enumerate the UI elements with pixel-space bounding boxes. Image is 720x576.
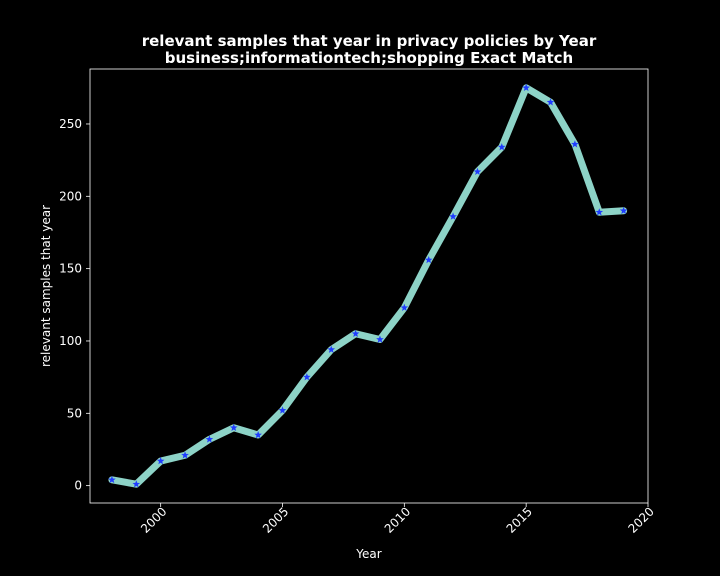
x-tick-label: 2015	[504, 504, 535, 535]
data-point-marker	[473, 167, 482, 175]
data-point-marker	[351, 329, 360, 337]
y-tick-label: 250	[59, 117, 82, 131]
x-tick-label: 2005	[260, 504, 291, 535]
y-axis-label: relevant samples that year	[39, 205, 53, 367]
data-point-marker	[522, 83, 530, 92]
data-point-marker	[376, 335, 384, 343]
y-tick-label: 0	[74, 479, 82, 493]
data-point-marker	[108, 475, 116, 484]
y-tick-label: 150	[59, 262, 82, 276]
y-tick-label: 100	[59, 334, 82, 348]
data-point-marker	[303, 373, 311, 381]
plot-frame	[89, 68, 649, 504]
y-tick-label: 50	[67, 406, 82, 420]
data-point-marker	[327, 345, 336, 353]
x-tick-label: 2010	[382, 504, 413, 535]
plot-area	[108, 83, 628, 488]
data-point-marker	[400, 303, 409, 311]
x-tick-label: 2000	[138, 504, 169, 535]
data-point-marker	[571, 140, 579, 148]
data-point-marker	[156, 457, 165, 465]
data-point-marker	[619, 206, 628, 215]
x-tick-label: 2020	[625, 504, 656, 535]
data-point-marker	[229, 423, 238, 432]
data-point-marker	[278, 406, 287, 414]
chart-subtitle: business;informationtech;shopping Exact …	[165, 49, 574, 67]
series-line	[108, 84, 628, 488]
y-tick-label: 200	[59, 189, 82, 203]
data-point-marker	[546, 98, 555, 106]
chart-title: relevant samples that year in privacy po…	[142, 32, 597, 50]
data-point-marker	[254, 431, 262, 439]
data-point-marker	[424, 255, 433, 264]
data-point-marker	[132, 480, 141, 488]
data-point-marker	[181, 451, 189, 459]
data-point-marker	[449, 212, 457, 220]
x-axis-label: Year	[355, 547, 381, 561]
data-point-marker	[205, 435, 214, 443]
data-point-marker	[595, 208, 604, 216]
data-point-marker	[497, 143, 506, 151]
